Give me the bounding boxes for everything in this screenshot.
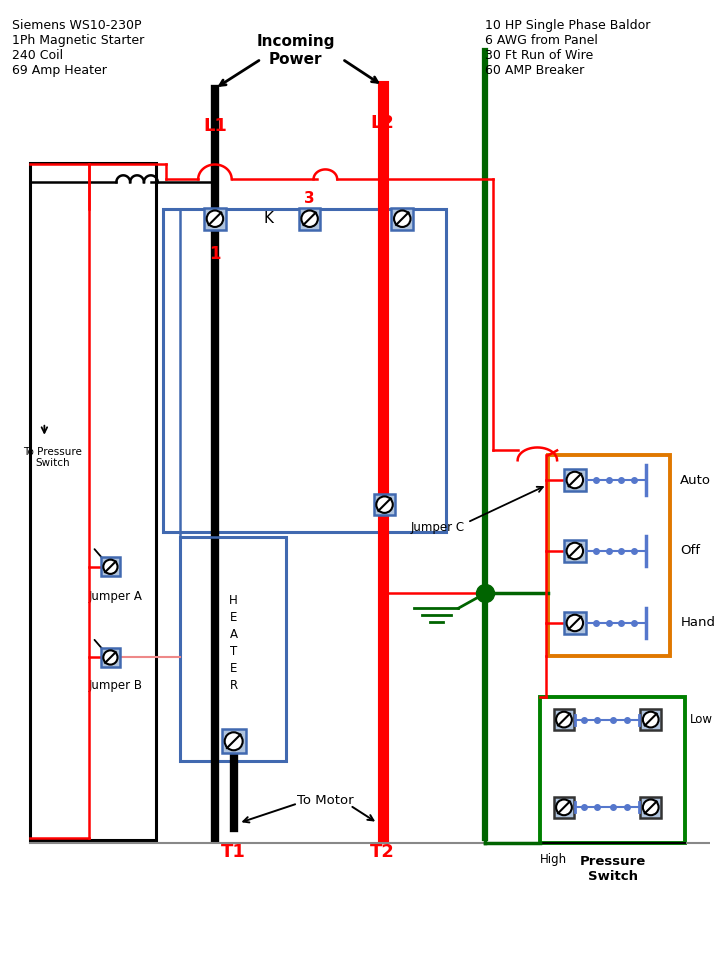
Bar bbox=[222, 730, 246, 753]
Text: 1: 1 bbox=[210, 246, 221, 263]
Bar bbox=[101, 648, 120, 667]
Bar bbox=[392, 208, 413, 229]
Text: Off: Off bbox=[680, 544, 701, 558]
Circle shape bbox=[567, 542, 583, 560]
Text: L2: L2 bbox=[371, 114, 395, 132]
Bar bbox=[374, 493, 395, 516]
Bar bbox=[101, 558, 120, 576]
Circle shape bbox=[556, 800, 572, 815]
Bar bbox=[640, 797, 661, 818]
Text: Low: Low bbox=[690, 713, 714, 726]
Text: Auto: Auto bbox=[680, 473, 711, 487]
Circle shape bbox=[556, 711, 572, 728]
Bar bbox=[163, 209, 446, 532]
Bar bbox=[299, 208, 320, 229]
Text: To Motor: To Motor bbox=[297, 794, 354, 807]
Text: Incoming
Power: Incoming Power bbox=[256, 35, 335, 67]
Circle shape bbox=[643, 711, 659, 728]
Text: Jumper C: Jumper C bbox=[410, 521, 464, 534]
Circle shape bbox=[302, 210, 318, 227]
Text: H
E
A
T
E
R: H E A T E R bbox=[229, 593, 238, 692]
Bar bbox=[540, 697, 685, 843]
Text: Jumper B: Jumper B bbox=[89, 679, 143, 692]
Circle shape bbox=[567, 471, 583, 489]
Bar bbox=[554, 797, 575, 818]
Text: High: High bbox=[539, 852, 567, 866]
Circle shape bbox=[103, 560, 117, 574]
Text: Pressure
Switch: Pressure Switch bbox=[580, 854, 647, 882]
Bar bbox=[181, 538, 286, 761]
Bar bbox=[548, 455, 670, 656]
Text: L1: L1 bbox=[203, 117, 227, 135]
Text: Hand: Hand bbox=[680, 616, 716, 630]
Circle shape bbox=[394, 210, 410, 227]
Text: 10 HP Single Phase Baldor
6 AWG from Panel
30 Ft Run of Wire
60 AMP Breaker: 10 HP Single Phase Baldor 6 AWG from Pan… bbox=[485, 18, 650, 77]
Bar bbox=[564, 612, 585, 634]
Bar bbox=[204, 208, 226, 229]
Circle shape bbox=[643, 800, 659, 815]
Text: To Pressure
Switch: To Pressure Switch bbox=[23, 446, 81, 468]
Text: Jumper A: Jumper A bbox=[89, 590, 143, 604]
Circle shape bbox=[207, 210, 223, 227]
Bar bbox=[564, 540, 585, 562]
Circle shape bbox=[225, 732, 243, 751]
Bar bbox=[564, 469, 585, 491]
Text: K: K bbox=[264, 211, 273, 227]
Circle shape bbox=[377, 496, 393, 513]
Circle shape bbox=[567, 614, 583, 632]
Text: T1: T1 bbox=[221, 843, 246, 861]
Text: T2: T2 bbox=[370, 843, 395, 861]
Text: 3: 3 bbox=[305, 191, 315, 205]
Circle shape bbox=[103, 650, 117, 664]
Bar bbox=[554, 709, 575, 730]
Bar bbox=[640, 709, 661, 730]
Text: Siemens WS10-230P
1Ph Magnetic Starter
240 Coil
69 Amp Heater: Siemens WS10-230P 1Ph Magnetic Starter 2… bbox=[12, 18, 144, 77]
Bar bbox=[30, 162, 156, 840]
